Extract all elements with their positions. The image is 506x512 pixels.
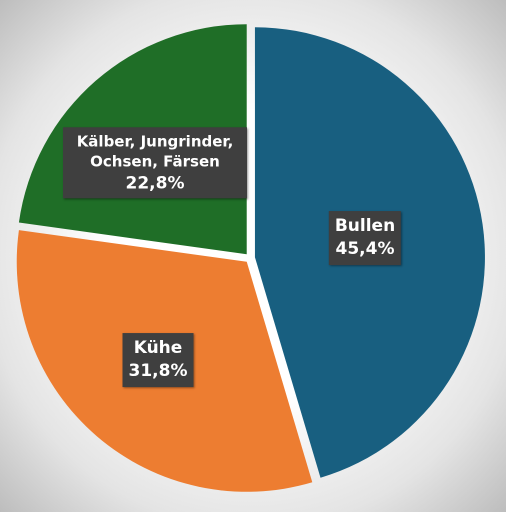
data-label: Kälber, Jungrinder, Ochsen, Färsen 22,8% xyxy=(63,127,247,199)
value-label: 31,8% xyxy=(128,361,188,381)
category-label: Kälber, Jungrinder, Ochsen, Färsen xyxy=(76,132,234,171)
category-label: Bullen xyxy=(334,216,396,237)
value-label: 45,4% xyxy=(335,239,395,259)
value-label: 22,8% xyxy=(125,172,185,193)
data-label: Bullen 45,4% xyxy=(328,211,402,265)
category-label: Kühe xyxy=(133,338,183,359)
data-label: Kühe 31,8% xyxy=(122,333,194,387)
